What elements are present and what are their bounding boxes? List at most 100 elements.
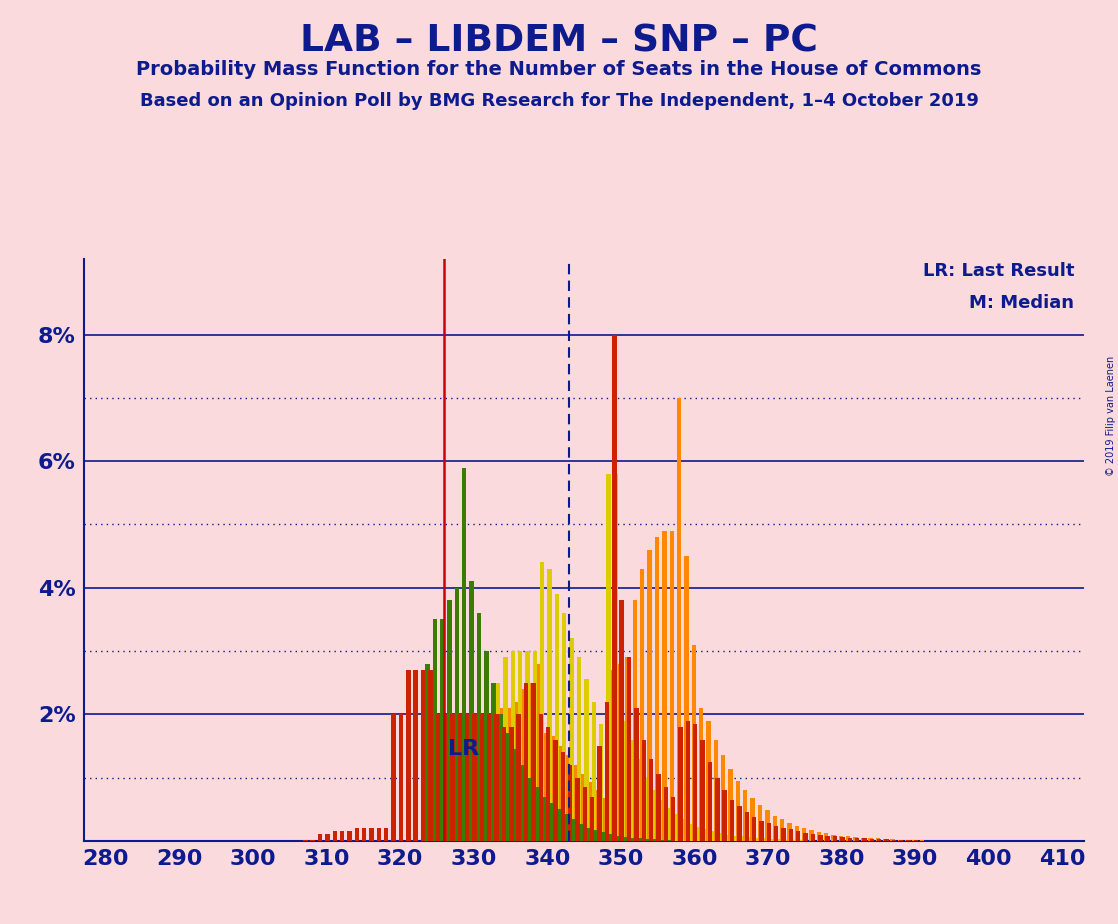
Bar (548, 569, 552, 841)
Bar (790, 840, 795, 841)
Bar (707, 721, 711, 841)
Bar (657, 799, 662, 841)
Bar (496, 683, 500, 841)
Bar (476, 613, 481, 841)
Bar (414, 670, 418, 841)
Bar (385, 828, 388, 841)
Bar (688, 824, 692, 841)
Bar (604, 797, 608, 841)
Bar (420, 670, 425, 841)
Bar (595, 830, 599, 841)
Bar (904, 840, 909, 841)
Bar (816, 832, 821, 841)
Bar (474, 734, 479, 841)
Bar (540, 563, 544, 841)
Text: LR: Last Result: LR: Last Result (923, 261, 1074, 280)
Bar (303, 840, 307, 841)
Bar (559, 746, 563, 841)
Bar (877, 839, 881, 841)
Bar (913, 840, 918, 841)
Bar (818, 834, 823, 841)
Bar (369, 828, 373, 841)
Bar (443, 714, 447, 841)
Bar (470, 581, 474, 841)
Bar (796, 832, 800, 841)
Bar (500, 708, 504, 841)
Bar (832, 834, 836, 841)
Bar (515, 701, 520, 841)
Bar (684, 556, 689, 841)
Text: M: Median: M: Median (969, 294, 1074, 311)
Bar (568, 765, 572, 841)
Bar (811, 833, 815, 841)
Bar (577, 657, 581, 841)
Bar (890, 839, 894, 841)
Bar (643, 778, 647, 841)
Bar (627, 657, 632, 841)
Bar (391, 714, 396, 841)
Bar (671, 796, 675, 841)
Bar (746, 837, 750, 841)
Bar (481, 734, 485, 841)
Bar (485, 734, 490, 841)
Bar (717, 833, 721, 841)
Bar (767, 823, 771, 841)
Bar (581, 774, 586, 841)
Bar (737, 806, 741, 841)
Bar (502, 727, 506, 841)
Bar (509, 727, 513, 841)
Bar (550, 803, 555, 841)
Bar (590, 796, 595, 841)
Bar (665, 808, 670, 841)
Bar (774, 826, 778, 841)
Bar (555, 594, 559, 841)
Bar (692, 645, 697, 841)
Bar (661, 840, 665, 841)
Bar (518, 651, 522, 841)
Bar (521, 765, 525, 841)
Bar (447, 601, 452, 841)
Bar (428, 670, 433, 841)
Bar (596, 790, 600, 841)
Bar (869, 838, 872, 841)
Bar (588, 782, 593, 841)
Bar (539, 714, 543, 841)
Bar (517, 714, 521, 841)
Bar (492, 683, 496, 841)
Bar (724, 834, 728, 841)
Bar (797, 840, 802, 841)
Bar (861, 838, 865, 841)
Bar (758, 805, 762, 841)
Bar (437, 714, 442, 841)
Bar (780, 820, 784, 841)
Bar (451, 714, 455, 841)
Bar (655, 537, 660, 841)
Bar (582, 787, 587, 841)
Bar (783, 840, 787, 841)
Text: Probability Mass Function for the Number of Seats in the House of Commons: Probability Mass Function for the Number… (136, 60, 982, 79)
Bar (728, 770, 732, 841)
Bar (466, 734, 471, 841)
Bar (739, 836, 743, 841)
Bar (676, 398, 681, 841)
Bar (503, 657, 508, 841)
Bar (920, 840, 925, 841)
Bar (670, 530, 674, 841)
Bar (574, 765, 578, 841)
Bar (898, 840, 902, 841)
Bar (662, 530, 666, 841)
Bar (736, 781, 740, 841)
Bar (597, 746, 601, 841)
Bar (788, 830, 793, 841)
Bar (429, 714, 434, 841)
Bar (619, 601, 624, 841)
Bar (332, 832, 337, 841)
Bar (484, 651, 489, 841)
Bar (651, 790, 655, 841)
Bar (899, 840, 903, 841)
Bar (610, 670, 615, 841)
Bar (494, 714, 499, 841)
Bar (601, 832, 606, 841)
Bar (759, 821, 764, 841)
Bar (846, 836, 851, 841)
